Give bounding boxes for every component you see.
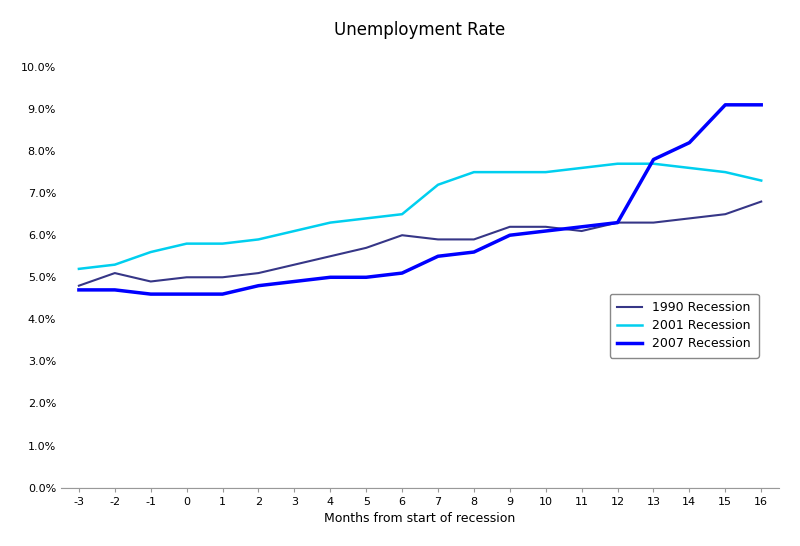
2001 Recession bbox=[757, 177, 766, 184]
Line: 2007 Recession: 2007 Recession bbox=[79, 105, 762, 294]
2007 Recession bbox=[290, 278, 299, 285]
2001 Recession bbox=[110, 262, 120, 268]
2007 Recession bbox=[254, 282, 263, 289]
2007 Recession bbox=[505, 232, 514, 239]
1990 Recession bbox=[254, 270, 263, 276]
1990 Recession bbox=[362, 245, 371, 251]
1990 Recession bbox=[577, 228, 586, 234]
1990 Recession bbox=[110, 270, 120, 276]
2007 Recession bbox=[649, 156, 658, 163]
2001 Recession bbox=[398, 211, 407, 217]
2007 Recession bbox=[182, 291, 191, 298]
1990 Recession bbox=[541, 223, 550, 230]
1990 Recession bbox=[218, 274, 227, 281]
2001 Recession bbox=[469, 169, 478, 175]
1990 Recession bbox=[469, 236, 478, 243]
2001 Recession bbox=[254, 236, 263, 243]
Legend: 1990 Recession, 2001 Recession, 2007 Recession: 1990 Recession, 2001 Recession, 2007 Rec… bbox=[610, 294, 758, 358]
2007 Recession bbox=[362, 274, 371, 281]
2001 Recession bbox=[685, 165, 694, 171]
2001 Recession bbox=[146, 249, 155, 256]
Line: 2001 Recession: 2001 Recession bbox=[79, 164, 762, 269]
2007 Recession bbox=[434, 253, 443, 259]
1990 Recession bbox=[290, 262, 299, 268]
1990 Recession bbox=[685, 215, 694, 222]
2001 Recession bbox=[541, 169, 550, 175]
2001 Recession bbox=[74, 265, 84, 272]
2001 Recession bbox=[290, 228, 299, 234]
1990 Recession bbox=[398, 232, 407, 239]
2001 Recession bbox=[721, 169, 730, 175]
1990 Recession bbox=[721, 211, 730, 217]
2007 Recession bbox=[577, 223, 586, 230]
2001 Recession bbox=[182, 240, 191, 247]
2007 Recession bbox=[685, 139, 694, 146]
1990 Recession bbox=[649, 219, 658, 226]
2007 Recession bbox=[74, 287, 84, 293]
1990 Recession bbox=[326, 253, 335, 259]
1990 Recession bbox=[182, 274, 191, 281]
2007 Recession bbox=[541, 228, 550, 234]
2001 Recession bbox=[434, 181, 443, 188]
Line: 1990 Recession: 1990 Recession bbox=[79, 201, 762, 286]
2001 Recession bbox=[649, 161, 658, 167]
2007 Recession bbox=[469, 249, 478, 256]
1990 Recession bbox=[146, 278, 155, 285]
2007 Recession bbox=[146, 291, 155, 298]
2007 Recession bbox=[613, 219, 622, 226]
2001 Recession bbox=[505, 169, 514, 175]
2007 Recession bbox=[398, 270, 407, 276]
2007 Recession bbox=[326, 274, 335, 281]
1990 Recession bbox=[613, 219, 622, 226]
2001 Recession bbox=[218, 240, 227, 247]
1990 Recession bbox=[74, 282, 84, 289]
2007 Recession bbox=[721, 102, 730, 108]
2007 Recession bbox=[218, 291, 227, 298]
1990 Recession bbox=[505, 223, 514, 230]
Title: Unemployment Rate: Unemployment Rate bbox=[334, 21, 506, 39]
1990 Recession bbox=[757, 198, 766, 205]
2001 Recession bbox=[326, 219, 335, 226]
X-axis label: Months from start of recession: Months from start of recession bbox=[325, 512, 516, 525]
1990 Recession bbox=[434, 236, 443, 243]
2007 Recession bbox=[110, 287, 120, 293]
2001 Recession bbox=[577, 165, 586, 171]
2001 Recession bbox=[613, 161, 622, 167]
2007 Recession bbox=[757, 102, 766, 108]
2001 Recession bbox=[362, 215, 371, 222]
